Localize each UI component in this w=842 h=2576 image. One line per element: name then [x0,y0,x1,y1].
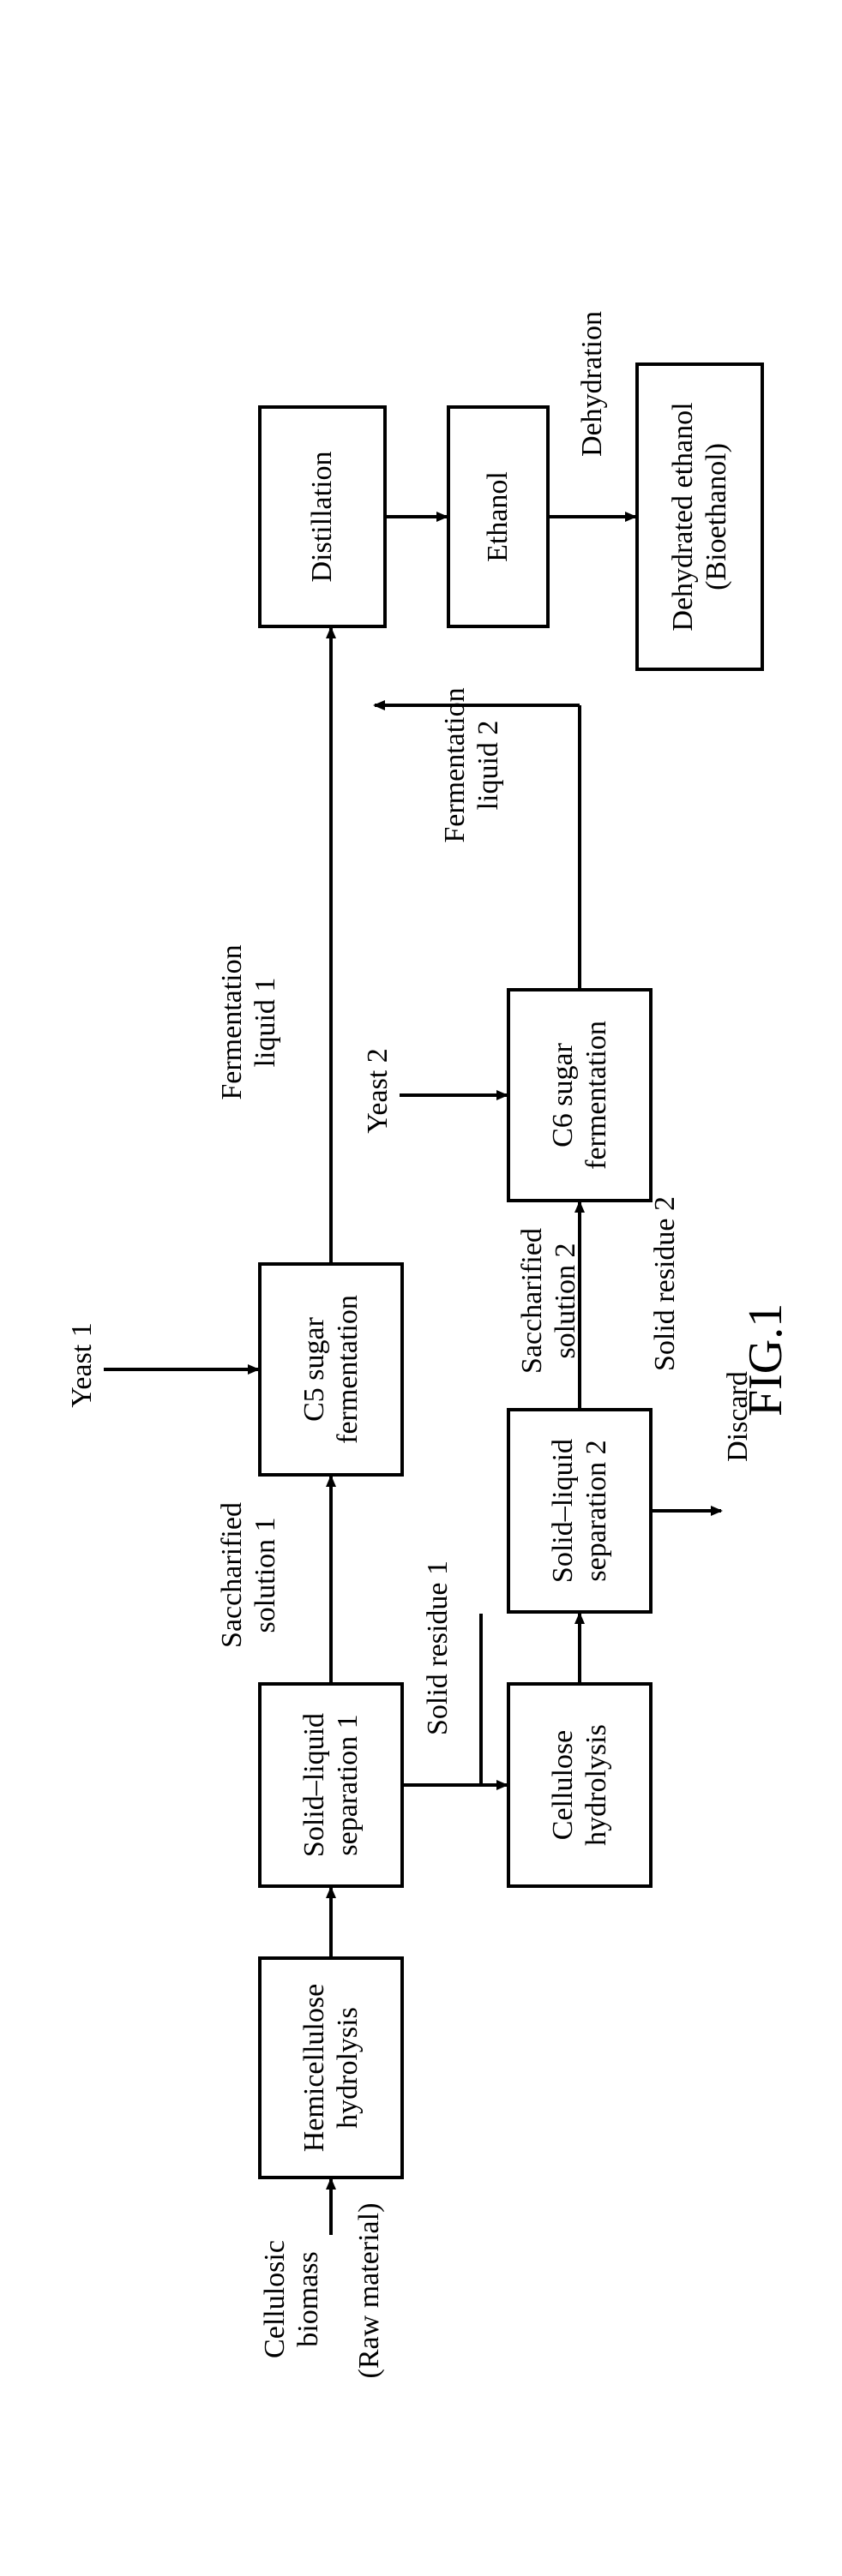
input-label-l_yeast2: Yeast 2 [361,1005,394,1177]
node-n3: C5 sugarfermentation [258,1262,404,1477]
edge-label-el_sac2: Saccharified solution 2 [515,1198,582,1404]
edge-label-el_ferm2: Fermentation liquid 2 [438,645,505,885]
edge-label-el_sac1: Saccharified solution 1 [215,1472,282,1678]
node-n5: Solid–liquidseparation 2 [507,1408,653,1614]
node-n8: Ethanol [447,405,550,628]
edge-label-el_solid1: Solid residue 1 [421,1528,454,1768]
input-label-l_raw: Cellulosic biomass [258,2205,325,2393]
flowchart-container: Hemicellulosehydrolysis Solid–liquidsepar… [35,174,807,2402]
node-n6: C6 sugarfermentation [507,988,653,1202]
node-n1: Hemicellulosehydrolysis [258,1956,404,2179]
input-label-l_rawmat: (Raw material) [352,2179,386,2402]
figure-caption: FIG.1 [738,1303,793,1417]
node-n9: Dehydrated ethanol(Bioethanol) [635,362,764,671]
node-n2: Solid–liquidseparation 1 [258,1682,404,1888]
input-label-l_yeast1: Yeast 1 [65,1279,99,1451]
node-n7: Distillation [258,405,387,628]
node-n4: Cellulosehydrolysis [507,1682,653,1888]
edge-label-el_dehy: Dehydration [575,281,609,487]
edge-label-el_ferm1: Fermentation liquid 1 [215,902,282,1142]
edge-label-el_solid2: Solid residue 2 [648,1172,682,1395]
